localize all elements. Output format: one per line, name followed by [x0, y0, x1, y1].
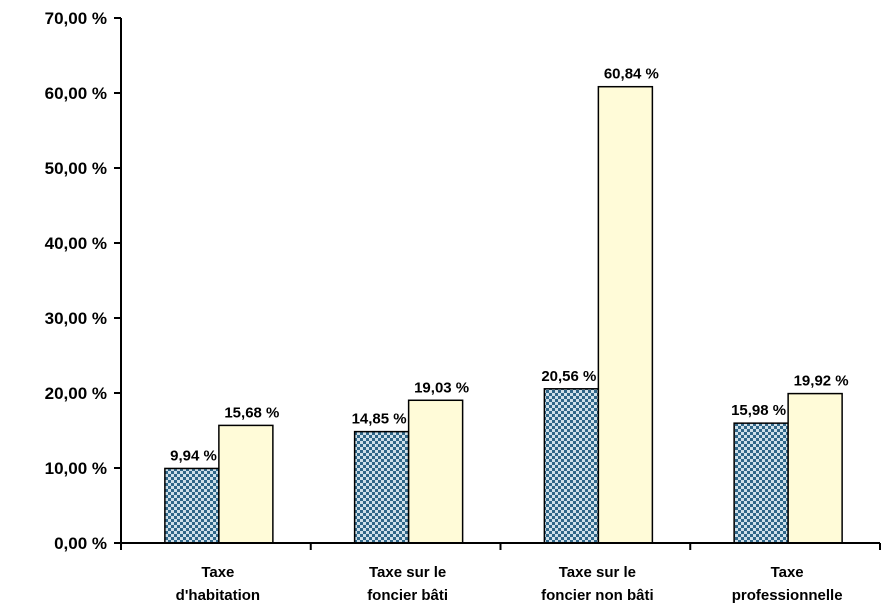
bar-series-2	[218, 424, 274, 544]
category-label-line: Taxe	[771, 564, 804, 581]
bar-value-label: 60,84 %	[604, 66, 659, 83]
category-label: Taxe sur le foncier bâti	[367, 564, 448, 604]
bar-series-2	[597, 85, 654, 544]
category-label: Taxe professionnelle	[732, 564, 843, 604]
bar-series-1	[164, 467, 220, 544]
category-label-line: foncier non bâti	[541, 587, 654, 604]
y-tick-label: 60,00 %	[45, 84, 107, 103]
bar-series-2	[787, 392, 843, 544]
bar-series-2	[407, 399, 464, 544]
x-axis-ticks	[120, 543, 881, 550]
y-axis-ticks: 0,00 % 10,00 % 20,00 % 30,00 % 40,00 % 50,00 …	[45, 9, 121, 553]
y-tick-label: 40,00 %	[45, 234, 107, 253]
y-tick-label: 70,00 %	[45, 9, 107, 28]
y-tick-label: 0,00 %	[54, 534, 107, 553]
bar-value-label: 9,94 %	[170, 447, 217, 464]
category-label: Taxe d'habitation	[176, 564, 260, 604]
y-tick-label: 50,00 %	[45, 159, 107, 178]
bar-value-label: 19,03 %	[414, 379, 469, 396]
category-label-line: Taxe sur le	[369, 564, 446, 581]
bar-value-label: 14,85 %	[352, 411, 407, 428]
bars	[164, 85, 843, 544]
bar-value-label: 19,92 %	[794, 373, 849, 390]
bar-series-1	[733, 422, 789, 544]
bar-value-label: 20,56 %	[541, 368, 596, 385]
axes	[120, 18, 880, 544]
y-tick-label: 20,00 %	[45, 384, 107, 403]
category-label-line: professionnelle	[732, 587, 843, 604]
y-tick-label: 30,00 %	[45, 309, 107, 328]
bar-value-label: 15,98 %	[731, 402, 786, 419]
category-label-line: Taxe	[201, 564, 234, 581]
category-label-line: foncier bâti	[367, 587, 448, 604]
y-tick-label: 10,00 %	[45, 459, 107, 478]
category-label-line: Taxe sur le	[559, 564, 636, 581]
data-labels: 9,94 % 15,68 % 14,85 % 19,03 % 20,56 % 60,84 …	[170, 66, 848, 465]
bar-value-label: 15,68 %	[224, 404, 279, 421]
category-label: Taxe sur le foncier non bâti	[541, 564, 654, 604]
bar-series-1	[543, 388, 600, 544]
bar-series-1	[353, 430, 410, 544]
category-label-line: d'habitation	[176, 587, 260, 604]
